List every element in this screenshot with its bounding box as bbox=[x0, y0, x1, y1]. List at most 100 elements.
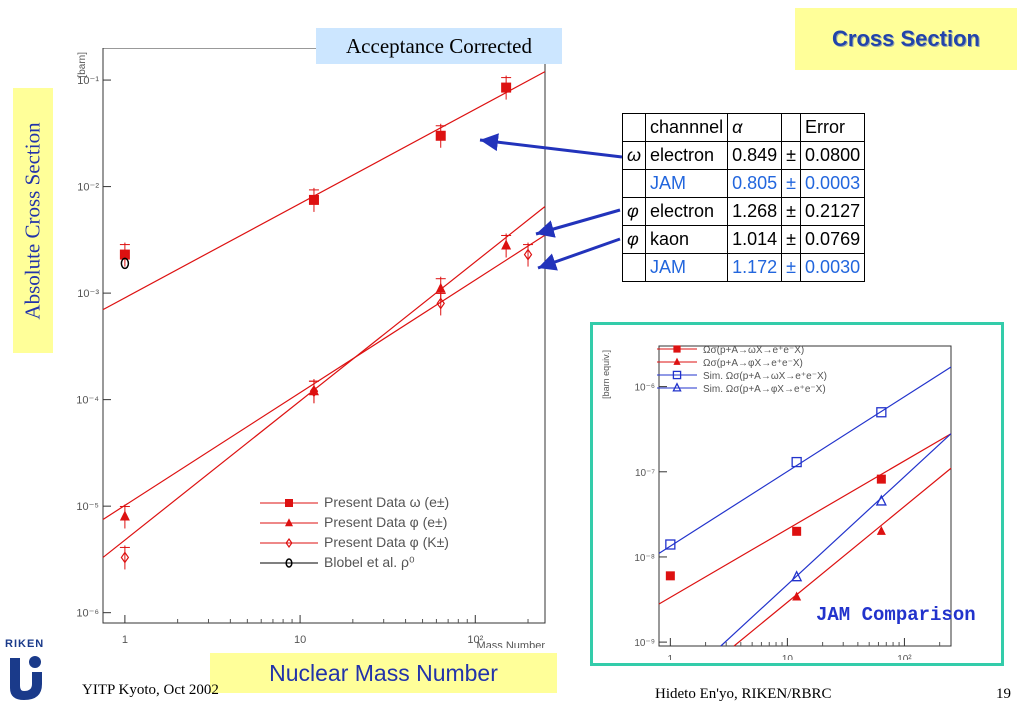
y-tick-label: 10⁻⁷ bbox=[635, 468, 655, 479]
y-tick-label: 10⁻³ bbox=[77, 288, 99, 300]
data-point bbox=[665, 571, 675, 581]
y-axis-label: [barn] bbox=[77, 52, 88, 78]
legend-entry: Present Data ω (e±) bbox=[324, 494, 449, 510]
alpha-table-row: JAM 0.805 ±0.0003 bbox=[621, 169, 866, 198]
legend-marker bbox=[673, 357, 681, 365]
alpha-cell: 1.268 bbox=[727, 197, 783, 226]
data-point bbox=[435, 130, 446, 141]
legend-entry: Ωσ(p+A→ωX→e⁺e⁻X) bbox=[703, 345, 804, 356]
x-tick-label: 10 bbox=[782, 654, 794, 660]
alpha-table-row: φ kaon 1.014 ±0.0769 bbox=[621, 225, 866, 254]
logo-text: RIKEN bbox=[5, 638, 45, 650]
data-point bbox=[523, 248, 533, 261]
data-point bbox=[876, 525, 886, 535]
x-tick-label: 1 bbox=[122, 634, 128, 646]
alpha-table-row: φ electron 1.268 ±0.2127 bbox=[621, 197, 866, 226]
riken-logo bbox=[2, 636, 50, 704]
fit-line bbox=[658, 366, 952, 554]
jam-comparison-label: JAM Comparison bbox=[816, 604, 976, 626]
legend-marker bbox=[285, 558, 293, 568]
error-cell: 0.0800 bbox=[800, 141, 866, 170]
pm-cell: ± bbox=[781, 253, 802, 282]
data-point bbox=[791, 456, 802, 468]
y-tick-label: 10⁻⁶ bbox=[634, 383, 655, 394]
legend-entry: Blobel et al. ρ⁰ bbox=[324, 554, 415, 570]
footer-author: Hideto En'yo, RIKEN/RBRC bbox=[655, 686, 832, 702]
legend-entry: Sim. Ωσ(p+A→ωX→e⁺e⁻X) bbox=[703, 371, 827, 382]
pm-cell: ± bbox=[781, 169, 802, 198]
legend-entry: Present Data φ (K±) bbox=[324, 534, 449, 550]
legend-marker bbox=[672, 382, 682, 392]
y-tick-label: 10⁻¹ bbox=[77, 75, 99, 87]
alpha-header-cell: α bbox=[727, 113, 783, 142]
data-point bbox=[501, 82, 512, 93]
error-cell: 0.2127 bbox=[800, 197, 866, 226]
y-axis-title-box: Absolute Cross Section bbox=[13, 88, 53, 353]
data-point bbox=[120, 551, 130, 564]
alpha-cell: 0.849 bbox=[727, 141, 783, 170]
footer-venue: YITP Kyoto, Oct 2002 bbox=[82, 682, 219, 698]
plot-frame bbox=[102, 48, 546, 624]
arrow-phi-kaon bbox=[537, 237, 621, 271]
data-point bbox=[119, 249, 130, 260]
data-point bbox=[308, 194, 319, 205]
meson-cell bbox=[621, 253, 647, 282]
data-point bbox=[792, 526, 802, 536]
alpha-header-cell bbox=[621, 113, 647, 142]
y-axis-label: [barn equiv.] bbox=[601, 350, 611, 399]
x-tick-label: 10 bbox=[294, 634, 306, 646]
legend-entry: Present Data φ (e±) bbox=[324, 514, 447, 530]
x-tick-label: 10² bbox=[467, 634, 483, 646]
x-tick-label: 1 bbox=[668, 654, 674, 660]
x-axis-label: Mass Number bbox=[477, 640, 546, 648]
fit-line bbox=[102, 71, 546, 311]
arrow-phi-electron bbox=[535, 208, 621, 238]
acceptance-corrected-label: Acceptance Corrected bbox=[316, 28, 562, 64]
error-cell: 0.0769 bbox=[800, 225, 866, 254]
y-tick-label: 10⁻² bbox=[77, 182, 99, 194]
y-tick-label: 10⁻⁵ bbox=[76, 501, 99, 513]
data-point bbox=[435, 282, 446, 293]
data-point bbox=[501, 239, 512, 250]
y-tick-label: 10⁻⁶ bbox=[76, 608, 99, 620]
meson-cell: φ bbox=[621, 225, 647, 254]
plot-frame bbox=[658, 345, 952, 647]
channel-cell: kaon bbox=[645, 225, 729, 254]
y-tick-label: 10⁻⁸ bbox=[634, 553, 655, 564]
alpha-table-row: ω electron 0.849 ±0.0800 bbox=[621, 141, 866, 170]
channel-cell: electron bbox=[645, 141, 729, 170]
alpha-header-cell bbox=[781, 113, 802, 142]
alpha-table: channnel α Error ω electron 0.849 ±0.0800 JAM 0.… bbox=[621, 113, 866, 282]
fit-line bbox=[733, 467, 952, 647]
legend-entry: Sim. Ωσ(p+A→φX→e⁺e⁻X) bbox=[703, 384, 826, 395]
data-point bbox=[876, 407, 887, 418]
slide-title: Cross Section bbox=[832, 26, 980, 51]
meson-cell: ω bbox=[621, 141, 647, 170]
data-point bbox=[665, 539, 676, 550]
data-point bbox=[791, 570, 803, 582]
arrow-omega bbox=[479, 133, 623, 159]
inset-frame bbox=[590, 322, 1004, 666]
data-point bbox=[876, 474, 886, 484]
x-axis-title: Nuclear Mass Number bbox=[210, 653, 557, 693]
pm-cell: ± bbox=[781, 141, 802, 170]
data-point bbox=[120, 257, 130, 270]
legend-entry: Ωσ(p+A→φX→e⁺e⁻X) bbox=[703, 358, 803, 369]
error-cell: 0.0030 bbox=[800, 253, 866, 282]
data-point bbox=[875, 494, 887, 506]
channel-cell: electron bbox=[645, 197, 729, 226]
fit-line bbox=[720, 433, 952, 647]
fit-line bbox=[102, 234, 546, 520]
legend-marker bbox=[285, 537, 293, 549]
y-tick-label: 10⁻⁴ bbox=[76, 395, 99, 407]
pm-cell: ± bbox=[781, 225, 802, 254]
fit-line bbox=[102, 206, 546, 558]
y-axis-title: Absolute Cross Section bbox=[20, 121, 45, 320]
data-point bbox=[309, 385, 319, 398]
main-chart: 1 10 10² 10⁻¹ 10⁻² 10⁻³ 10⁻⁴ 10⁻⁵ 10⁻⁶ Mass Numbe… bbox=[76, 48, 546, 648]
meson-cell: φ bbox=[621, 197, 647, 226]
pm-cell: ± bbox=[781, 197, 802, 226]
data-point bbox=[792, 591, 802, 601]
legend-marker bbox=[673, 345, 681, 353]
legend-marker bbox=[672, 370, 682, 380]
